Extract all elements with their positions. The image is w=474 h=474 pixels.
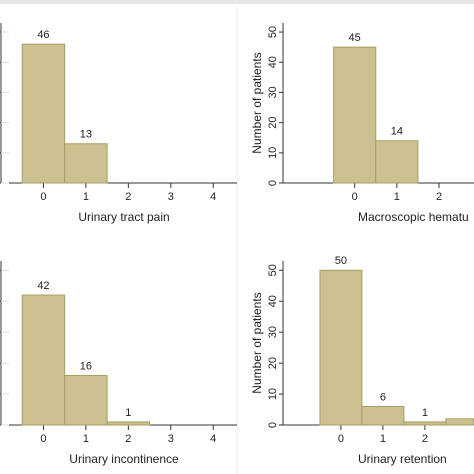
x-tick-label: 4 <box>210 433 216 445</box>
x-axis-label: Urinary tract pain <box>78 210 169 224</box>
x-tick-label: 2 <box>422 433 428 445</box>
bar <box>403 421 447 426</box>
x-axis-label: Macroscopic hematu <box>358 210 469 224</box>
value-label: 16 <box>80 360 92 372</box>
bar <box>445 418 474 426</box>
value-label: 1 <box>422 407 428 419</box>
value-label: 6 <box>380 391 386 403</box>
y-tick-label: 50 <box>267 26 279 38</box>
y-tick-label: 50 <box>267 264 279 276</box>
bar <box>64 374 108 426</box>
bar <box>361 405 405 426</box>
value-label: 45 <box>349 32 361 44</box>
value-label: 14 <box>391 126 403 138</box>
x-tick-label: 1 <box>380 433 386 445</box>
bar <box>21 43 66 184</box>
x-tick-label: 0 <box>352 191 358 203</box>
y-axis-label: Number of patients <box>250 292 264 393</box>
x-tick-label: 0 <box>40 191 46 203</box>
y-tick-label: 20 <box>267 116 279 128</box>
x-axis-label: Urinary incontinence <box>69 452 179 466</box>
value-label: 13 <box>80 129 92 141</box>
x-axis-label: Urinary retention <box>358 452 447 466</box>
value-label: 1 <box>125 407 131 419</box>
y-tick-label: 40 <box>267 56 279 68</box>
x-tick-label: 4 <box>210 191 216 203</box>
bar <box>319 269 363 426</box>
y-tick-label: 0 <box>267 422 279 428</box>
x-tick-label: 3 <box>168 433 174 445</box>
y-tick-label: 30 <box>267 326 279 338</box>
y-axis-label: Number of patients <box>250 52 264 153</box>
x-tick-label: 0 <box>338 433 344 445</box>
bar <box>375 140 419 184</box>
x-tick-label: 1 <box>83 191 89 203</box>
value-label: 50 <box>335 255 347 267</box>
y-tick-label: 0 <box>267 180 279 186</box>
x-tick-label: 1 <box>83 433 89 445</box>
y-tick-label: 10 <box>267 388 279 400</box>
x-tick-label: 0 <box>40 433 46 445</box>
y-tick-label: 20 <box>267 357 279 369</box>
top-strip <box>0 0 474 4</box>
x-tick-label: 2 <box>125 191 131 203</box>
bar <box>21 294 66 426</box>
x-tick-label: 2 <box>125 433 131 445</box>
bar <box>106 421 151 426</box>
value-label: 42 <box>37 280 49 292</box>
value-label: 46 <box>37 29 49 41</box>
y-tick-label: 10 <box>267 147 279 159</box>
bar <box>64 143 108 184</box>
y-tick-label: 30 <box>267 86 279 98</box>
bar <box>333 46 377 184</box>
x-tick-label: 1 <box>394 191 400 203</box>
x-tick-label: 3 <box>168 191 174 203</box>
y-tick-label: 40 <box>267 295 279 307</box>
x-tick-label: 2 <box>436 191 442 203</box>
